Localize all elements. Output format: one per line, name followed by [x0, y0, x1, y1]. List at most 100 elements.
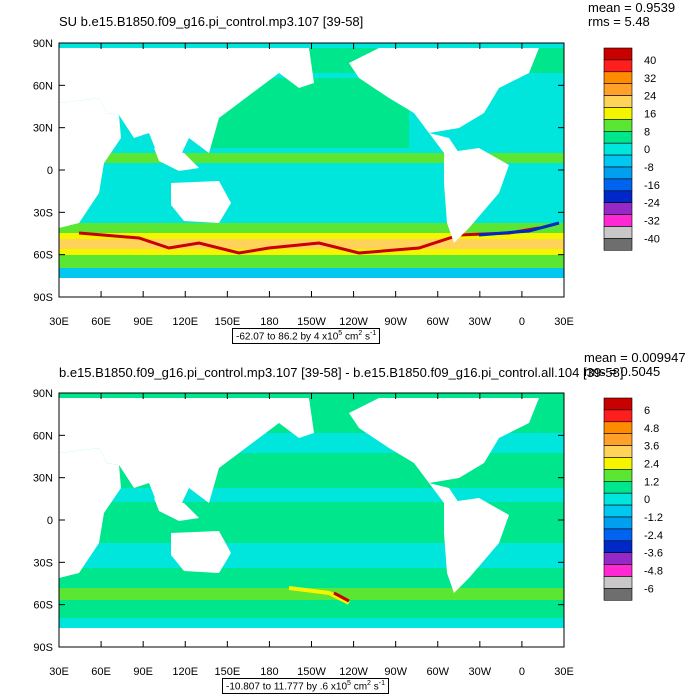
- panel-2-colorbar-label: 3.6: [644, 441, 659, 453]
- panel-2-mean: mean = 0.009947: [584, 350, 686, 365]
- panel-2-colorbar-label: -3.6: [644, 548, 663, 560]
- panel-1-colorbar-label: -40: [644, 233, 660, 245]
- panel-1-range-units: cm: [344, 331, 359, 343]
- panel-2-colorbar-label: 6: [644, 405, 650, 417]
- panel-1-lat-label: 60N: [33, 80, 53, 92]
- panel-2-lat-label: 60N: [33, 430, 53, 442]
- panel-1-colorbar-swatch: [603, 154, 633, 168]
- panel-1-colorbar-label: -24: [644, 198, 660, 210]
- panel-2-colorbar-swatch: [603, 469, 633, 482]
- panel-1-colorbar-swatch: [603, 142, 633, 156]
- panel-1-colorbar-swatch: [603, 238, 633, 251]
- axes-layer: 90N 60N 30N 0 30S 60S 90S 30E 60E 90E 120E 150E 180 1…: [33, 38, 574, 678]
- panel-2-lon-label: 90E: [133, 666, 153, 678]
- panel-1-acc-red-core: [78, 226, 540, 255]
- panel-2-acc-red: [333, 591, 350, 603]
- panel-1-lon-label: 180: [260, 316, 278, 328]
- panel-2-colorbar-label: 2.4: [644, 458, 659, 470]
- panel-2-map: [58, 392, 565, 648]
- panel-2-lon-label: 120W: [339, 666, 368, 678]
- panel-2-colorbar-swatch: [603, 445, 633, 458]
- panel-1-lon-label: 120E: [172, 316, 198, 328]
- panel-1-colorbar-label: 32: [644, 73, 656, 85]
- panel-1-lon-label: 90W: [384, 316, 407, 328]
- panel-1-colorbar-swatch: [603, 166, 633, 180]
- panel-1-colorbar-swatch: [603, 47, 633, 61]
- panel-2-colorbar-swatch: [603, 480, 633, 494]
- panel-1-map: [58, 42, 565, 298]
- panel-2-colorbar-swatch: [603, 588, 633, 601]
- panel-2-colorbar-swatch: [603, 576, 633, 589]
- panel-1-colorbar-label: -8: [644, 162, 654, 174]
- panel-1-colorbar-swatch: [603, 119, 633, 132]
- panel-2-contour-range: -10.807 to 11.777 by .6 x105 cm2 s-1: [222, 678, 389, 695]
- panel-1-colorbar-swatch: [603, 131, 633, 144]
- panel-2-lat-label: 30N: [33, 473, 53, 485]
- panel-1-colorbar-swatch: [603, 202, 633, 215]
- panel-2-colorbar-label: -1.2: [644, 512, 663, 524]
- panel-2-colorbar-swatch: [603, 457, 633, 470]
- panel-2-colorbar-swatch: [603, 564, 633, 577]
- panel-1-lat-label: 60S: [33, 250, 53, 262]
- panel-1-colorbar-swatch: [603, 59, 633, 73]
- panel-1-lat-label: 90S: [33, 292, 53, 304]
- panel-1-contour-range: -62.07 to 86.2 by 4 x105 cm2 s-1: [232, 328, 381, 345]
- panel-1-lon-label: 0: [519, 316, 525, 328]
- panel-1-acc-blue: [478, 221, 560, 237]
- panel-1-colorbar-swatch: [603, 71, 633, 85]
- panel-2-lon-label: 90W: [384, 666, 407, 678]
- panel-2-colorbar-label: 0: [644, 494, 650, 506]
- panel-1-colorbar-swatch: [603, 214, 633, 227]
- panel-2-lon-label: 30E: [49, 666, 69, 678]
- panel-2-lon-label: 60W: [426, 666, 449, 678]
- panel-1-colorbar-label: 40: [644, 55, 656, 67]
- panel-1-mean: mean = 0.9539: [588, 0, 676, 15]
- panel-2-lon-label: 30W: [469, 666, 492, 678]
- panel-1-lat-label: 90N: [33, 38, 53, 50]
- panel-2-lon-label: 150E: [214, 666, 240, 678]
- panel-1-range-text: -62.07 to 86.2 by 4 x10: [236, 331, 339, 343]
- panel-1-colorbar-swatch: [603, 95, 633, 108]
- panel-1-lon-label: 30E: [49, 316, 69, 328]
- panel-2-lon-label: 180: [260, 666, 278, 678]
- panel-1-colorbar-swatch: [603, 178, 633, 192]
- panel-2-south-edge: [59, 618, 564, 628]
- panel-2-colorbar-label: 4.8: [644, 423, 659, 435]
- panel-1-lon-label: 90E: [133, 316, 153, 328]
- panel-2-rms: rms = 0.5045: [584, 364, 661, 379]
- panel-1-colorbar-swatch: [603, 83, 633, 96]
- panel-1-lat-label: 30S: [33, 207, 53, 219]
- panel-2-colorbar-label: -2.4: [644, 530, 663, 542]
- panel-1-colorbar-swatch: [603, 107, 633, 120]
- panel-1-lat-label: 0: [47, 165, 53, 177]
- panel-1-lon-label: 150W: [297, 316, 326, 328]
- panel-2-lat-label: 90S: [33, 642, 53, 654]
- panel-1-lon-label: 150E: [214, 316, 240, 328]
- panel-2-colorbar-swatch: [603, 552, 633, 565]
- panel-2-lon-label: 120E: [172, 666, 198, 678]
- panel-1-colorbar-swatch: [603, 226, 633, 239]
- panel-1-colorbar-label: 24: [644, 91, 656, 103]
- panel-1-colorbar-label: -32: [644, 216, 660, 228]
- panel-1-lon-label: 120W: [339, 316, 368, 328]
- panel-2-lon-label: 0: [519, 666, 525, 678]
- panel-2-colorbar-label: 1.2: [644, 476, 659, 488]
- panel-2-title: b.e15.B1850.f09_g16.pi_control.mp3.107 […: [59, 365, 624, 380]
- panel-1-lon-label: 60W: [426, 316, 449, 328]
- panel-2-lat-label: 60S: [33, 600, 53, 612]
- panel-1-rms: rms = 5.48: [588, 14, 650, 29]
- panel-2-colorbar-swatch: [603, 409, 633, 423]
- panel-2-range-units: cm: [353, 681, 368, 693]
- panel-2-lon-label: 30E: [554, 666, 574, 678]
- panel-2-range-text: -10.807 to 11.777 by .6 x10: [226, 681, 348, 693]
- panel-1-colorbar-label: -16: [644, 180, 660, 192]
- panel-2-band-d: [59, 588, 564, 600]
- panel-1-colorbar-label: 0: [644, 144, 650, 156]
- panel-1-equator-band: [59, 153, 564, 163]
- panel-1-lat-label: 30N: [33, 123, 53, 135]
- panel-2-lat-label: 90N: [33, 388, 53, 400]
- panel-1-title: SU b.e15.B1850.f09_g16.pi_control.mp3.10…: [59, 14, 364, 29]
- panel-1-lon-label: 60E: [91, 316, 111, 328]
- panel-2-colorbar-label: -4.8: [644, 566, 663, 578]
